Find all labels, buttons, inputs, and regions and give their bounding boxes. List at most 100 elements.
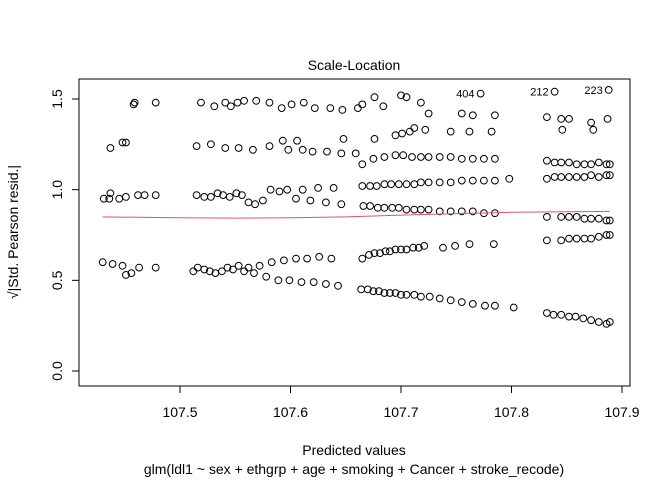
data-point: [468, 111, 477, 120]
data-point: [370, 249, 379, 258]
data-point: [122, 271, 130, 279]
data-point: [602, 216, 611, 225]
data-point: [358, 100, 367, 109]
data-point: [366, 202, 375, 210]
data-point: [283, 185, 292, 194]
data-point: [207, 140, 215, 149]
data-point: [265, 98, 274, 107]
data-point: [322, 280, 330, 288]
data-point: [557, 173, 566, 181]
data-point: [140, 191, 149, 200]
data-point: [298, 185, 307, 194]
data-point: [351, 149, 360, 158]
data-point: [408, 153, 416, 161]
data-point: [193, 263, 202, 272]
data-point: [603, 115, 612, 123]
smoother-line: [102, 210, 610, 219]
y-tick-label: 1.0: [49, 180, 65, 200]
data-point: [398, 129, 407, 138]
data-point: [565, 213, 573, 221]
data-point: [435, 153, 444, 161]
data-point: [468, 207, 477, 216]
data-point: [315, 252, 324, 261]
data-point: [468, 176, 477, 185]
data-point: [417, 178, 425, 187]
data-point: [234, 144, 243, 152]
data-point: [565, 158, 573, 167]
data-point: [250, 269, 258, 278]
data-point: [381, 247, 390, 256]
data-point: [386, 247, 394, 256]
data-point: [391, 151, 400, 160]
x-tick-label: 107.5: [162, 404, 197, 420]
data-points: [98, 86, 614, 328]
data-point: [543, 156, 551, 165]
data-point: [329, 184, 338, 192]
data-point: [558, 125, 567, 134]
data-point: [255, 261, 264, 270]
data-point: [240, 267, 249, 276]
data-point: [565, 234, 573, 243]
data-point: [491, 154, 499, 163]
data-point: [292, 194, 300, 203]
data-point: [435, 178, 444, 187]
data-point: [267, 258, 276, 267]
data-point: [151, 263, 160, 272]
data-point: [589, 125, 598, 134]
data-point: [457, 176, 466, 185]
data-point: [602, 171, 611, 180]
data-point: [369, 287, 378, 296]
data-point: [605, 160, 614, 169]
data-point: [359, 202, 368, 210]
data-point: [594, 318, 603, 326]
data-point: [397, 290, 405, 299]
data-point: [274, 276, 283, 285]
data-point: [223, 263, 232, 272]
data-point: [543, 113, 551, 121]
data-point: [370, 135, 379, 143]
data-point: [292, 254, 300, 263]
data-point: [380, 180, 389, 189]
data-point: [375, 287, 383, 296]
data-point: [424, 178, 433, 187]
data-point: [135, 263, 144, 272]
data-point: [210, 102, 219, 111]
data-point: [213, 189, 222, 198]
data-point: [410, 290, 419, 299]
data-point: [446, 153, 455, 161]
data-point: [565, 115, 573, 123]
plot-frame: [78, 78, 631, 387]
data-point: [587, 234, 595, 243]
data-point: [457, 154, 466, 163]
data-point: [565, 173, 573, 181]
data-point: [557, 158, 566, 167]
data-point: [151, 191, 160, 200]
data-point: [580, 214, 589, 223]
data-point: [550, 173, 559, 181]
y-tick-label: 0.5: [49, 270, 65, 290]
x-tick-label: 107.8: [494, 404, 529, 420]
data-point: [446, 127, 455, 136]
data-point: [280, 256, 288, 265]
data-point: [278, 136, 287, 145]
data-point: [572, 234, 581, 243]
data-point: [122, 138, 130, 147]
data-point: [358, 182, 367, 190]
data-point: [338, 106, 347, 114]
data-point: [572, 213, 581, 221]
data-point: [322, 198, 330, 207]
y-axis-label: √|Std. Pearson resid.|: [5, 165, 21, 299]
data-point: [192, 191, 201, 200]
data-point: [314, 184, 323, 192]
data-point: [571, 312, 580, 321]
data-point: [557, 115, 566, 123]
data-point: [594, 173, 603, 181]
data-point: [489, 240, 498, 249]
data-point: [192, 142, 201, 151]
data-point: [565, 312, 573, 321]
data-point: [284, 145, 293, 154]
data-point: [580, 173, 589, 181]
data-point: [262, 272, 271, 281]
data-point: [327, 254, 336, 263]
data-point: [299, 98, 308, 107]
